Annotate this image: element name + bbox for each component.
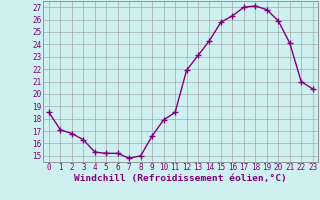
- X-axis label: Windchill (Refroidissement éolien,°C): Windchill (Refroidissement éolien,°C): [75, 174, 287, 183]
